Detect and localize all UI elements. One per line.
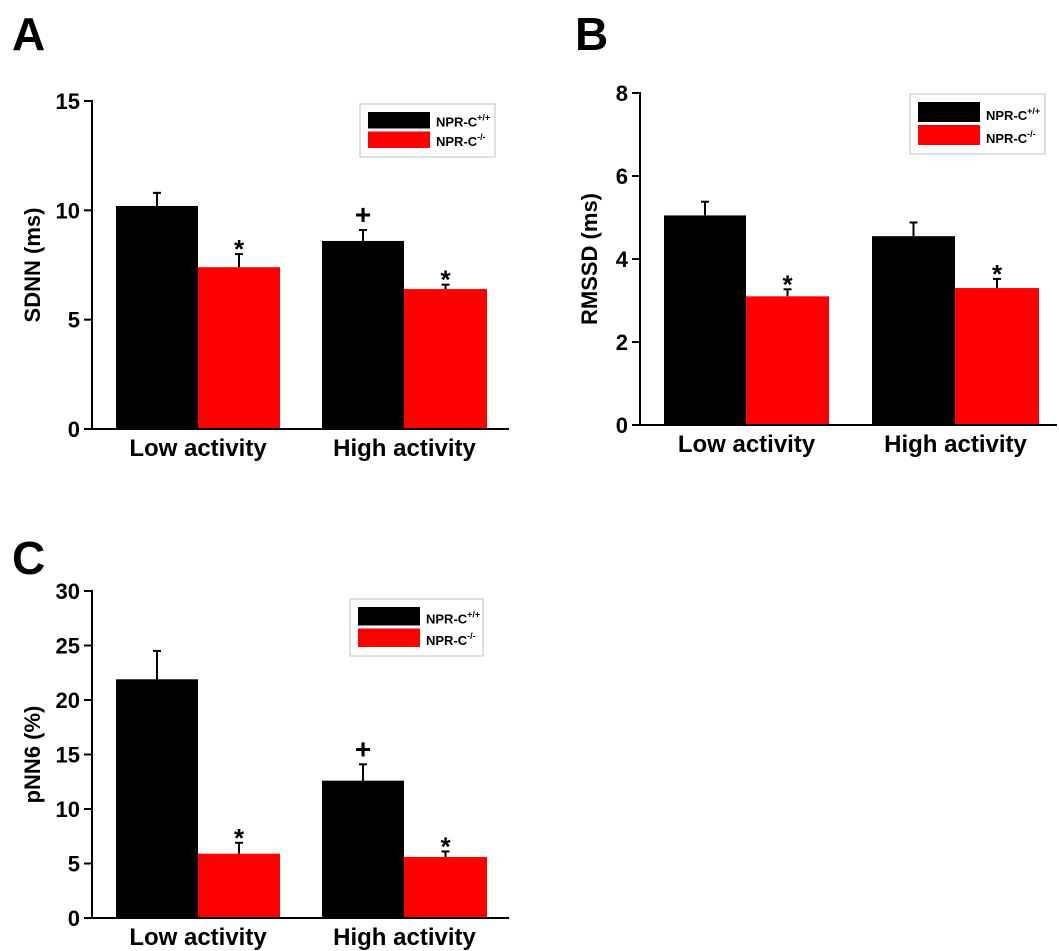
chart-panel-c: C * + * 0 5 10 15 20 25 30 Low activity High activit… <box>12 532 509 951</box>
bar <box>404 289 487 429</box>
y-tick-label: 10 <box>56 797 80 822</box>
legend-swatch <box>368 112 430 129</box>
legend-label: NPR-C+/+ <box>986 106 1040 123</box>
y-tick-label: 4 <box>616 247 629 272</box>
legend: NPR-C+/+NPR-C-/- <box>349 598 484 657</box>
legend-swatch <box>358 628 420 647</box>
panel-label: A <box>12 8 45 60</box>
y-tick-label: 15 <box>56 743 80 768</box>
legend-label-text: NPR-C <box>436 134 478 149</box>
x-tick-label: High activity <box>333 435 476 462</box>
legend-swatch <box>918 102 980 122</box>
bar <box>746 296 829 425</box>
y-tick-label: 30 <box>56 579 80 604</box>
x-tick-label: High activity <box>884 431 1027 458</box>
panel-label: B <box>575 8 608 60</box>
bar <box>116 205 198 429</box>
bar <box>872 236 955 425</box>
legend-label-superscript: -/- <box>477 132 486 142</box>
bar <box>955 288 1039 425</box>
bar <box>322 240 404 429</box>
legend-label-superscript: +/+ <box>1027 106 1040 116</box>
legend-label-superscript: +/+ <box>477 113 490 123</box>
legend-label-superscript: -/- <box>1027 129 1036 139</box>
legend-label-text: NPR-C <box>426 633 468 648</box>
y-tick-label: 0 <box>68 417 80 442</box>
bar <box>198 267 280 429</box>
legend-swatch <box>368 131 430 148</box>
significance-marker: * <box>234 234 245 264</box>
legend-swatch <box>918 125 980 145</box>
y-tick-label: 15 <box>56 89 80 114</box>
x-tick-label: High activity <box>333 924 476 951</box>
y-tick-label: 0 <box>68 906 80 931</box>
legend-label-text: NPR-C <box>986 131 1028 146</box>
y-tick-label: 25 <box>56 634 80 659</box>
chart-panel-a: A * + * 0 5 10 15 Low activity High activity SDNN … <box>12 8 509 462</box>
y-tick-label: 20 <box>56 688 80 713</box>
legend-label-text: NPR-C <box>426 612 468 627</box>
legend-label-text: NPR-C <box>986 108 1028 123</box>
legend-label: NPR-C-/- <box>986 129 1036 146</box>
y-axis-label: pNN6 (%) <box>20 706 45 804</box>
bar <box>116 679 198 918</box>
y-axis-label: RMSSD (ms) <box>577 193 602 325</box>
y-tick-label: 5 <box>68 308 80 333</box>
legend-label-superscript: -/- <box>467 631 476 641</box>
significance-marker: * <box>234 823 245 853</box>
legend-label-superscript: +/+ <box>467 610 480 620</box>
y-tick-label: 8 <box>616 81 628 106</box>
significance-marker: + <box>355 733 371 764</box>
significance-marker: * <box>782 269 793 299</box>
y-tick-label: 10 <box>56 198 80 223</box>
y-axis-label: SDNN (ms) <box>20 208 45 323</box>
y-tick-label: 5 <box>68 852 80 877</box>
bar <box>404 856 487 918</box>
panel-label: C <box>12 532 45 584</box>
chart-panel-b: B * * 0 2 4 6 8 Low activity High activity RMSSD (… <box>575 8 1057 458</box>
significance-marker: * <box>440 265 451 295</box>
y-tick-label: 2 <box>616 330 628 355</box>
legend-box <box>359 103 496 158</box>
bar <box>664 215 746 425</box>
significance-marker: + <box>355 199 371 230</box>
bar <box>322 780 404 918</box>
legend-label-text: NPR-C <box>436 115 478 130</box>
legend-label: NPR-C+/+ <box>426 610 480 627</box>
significance-marker: * <box>440 832 451 862</box>
y-tick-label: 6 <box>616 164 628 189</box>
x-tick-label: Low activity <box>129 435 267 462</box>
legend-swatch <box>358 607 420 626</box>
significance-marker: * <box>992 259 1003 289</box>
bar <box>198 853 280 918</box>
legend-label: NPR-C+/+ <box>436 113 490 130</box>
x-tick-label: Low activity <box>678 431 816 458</box>
legend: NPR-C+/+NPR-C-/- <box>909 93 1046 155</box>
legend-label: NPR-C-/- <box>426 631 476 648</box>
x-tick-label: Low activity <box>129 924 267 951</box>
y-tick-label: 0 <box>616 413 628 438</box>
legend: NPR-C+/+NPR-C-/- <box>359 103 496 158</box>
legend-label: NPR-C-/- <box>436 132 486 149</box>
